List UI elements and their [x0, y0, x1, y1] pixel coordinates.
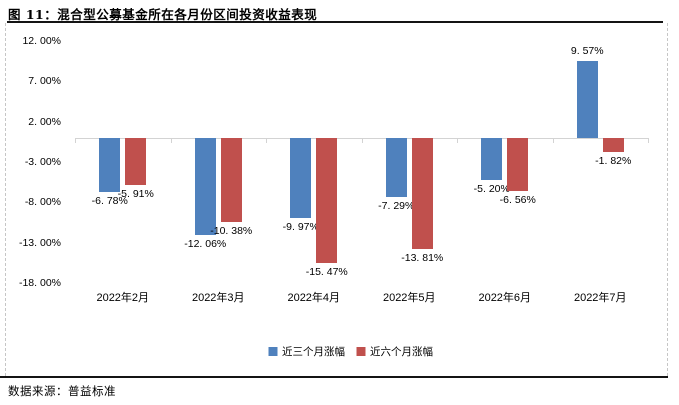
bar-series2-cat3	[316, 137, 338, 263]
bar-value-label: -1. 82%	[595, 155, 632, 168]
bar-value-label: -5. 20%	[473, 182, 510, 195]
x-axis-label: 2022年7月	[573, 292, 627, 304]
legend-swatch-series2	[356, 347, 365, 356]
bar-series2-cat4	[411, 137, 433, 250]
y-axis-tick-label: -3. 00%	[24, 156, 61, 168]
bar-series2-cat2	[220, 137, 242, 222]
bar-value-label: -15. 47%	[305, 265, 348, 278]
data-source: 数据来源：普益标准	[8, 384, 116, 398]
x-axis-label: 2022年3月	[191, 292, 245, 304]
legend: 近三个月涨幅 近六个月涨幅	[268, 344, 433, 359]
category-tick	[552, 137, 554, 143]
bar-value-label: -12. 06%	[184, 238, 227, 251]
category-tick	[170, 137, 172, 143]
legend-label-series2: 近六个月涨幅	[370, 346, 433, 358]
bar-value-label: -10. 38%	[210, 224, 253, 237]
category-tick	[648, 137, 649, 143]
bar-series2-cat5	[507, 137, 529, 191]
bar-value-label: -13. 81%	[401, 252, 444, 265]
title-divider	[7, 21, 663, 23]
y-axis-tick-label: 12. 00%	[22, 35, 61, 47]
x-axis-label: 2022年6月	[478, 292, 532, 304]
chart-area: 12. 00% 7. 00% 2. 00% -3. 00% -8. 00% -13. 00…	[5, 23, 668, 376]
y-axis-tick-label: 7. 00%	[28, 75, 61, 88]
category-tick	[457, 137, 458, 143]
bar-series1-cat6	[576, 60, 598, 138]
category-tick	[266, 137, 267, 143]
y-axis-tick-label: 2. 00%	[28, 115, 61, 128]
x-axis-label: 2022年5月	[382, 292, 436, 304]
bar-series2-cat1	[125, 137, 147, 186]
figure-title: 图 11：混合型公募基金所在各月份区间投资收益表现	[8, 7, 318, 22]
category-tick	[75, 137, 76, 143]
bar-value-label: -5. 91%	[117, 188, 154, 201]
category-tick	[361, 137, 363, 143]
bar-value-label: -6. 56%	[499, 193, 536, 206]
x-axis-label: 2022年4月	[287, 292, 341, 304]
x-axis-label: 2022年2月	[96, 292, 150, 304]
bar-series1-cat5	[481, 137, 503, 180]
bar-series1-cat3	[290, 137, 312, 219]
bar-value-label: -7. 29%	[378, 199, 415, 212]
footer-divider	[0, 376, 668, 378]
bar-series2-cat6	[602, 137, 624, 153]
legend-swatch-series1	[268, 347, 277, 356]
bar-series1-cat4	[385, 137, 407, 197]
plot-area: 12. 00% 7. 00% 2. 00% -3. 00% -8. 00% -13. 00…	[19, 35, 649, 304]
bar-series1-cat2	[194, 137, 216, 236]
y-axis-tick-label: -13. 00%	[18, 236, 61, 249]
legend-label-series1: 近三个月涨幅	[282, 346, 345, 358]
y-axis-tick-label: -8. 00%	[24, 196, 61, 209]
y-axis-tick-label: -18. 00%	[18, 277, 61, 289]
bar-value-label: -9. 97%	[282, 221, 319, 234]
bar-value-label: 9. 57%	[570, 44, 604, 57]
bar-series1-cat1	[99, 137, 121, 193]
bar-value-label: -6. 78%	[91, 195, 128, 208]
